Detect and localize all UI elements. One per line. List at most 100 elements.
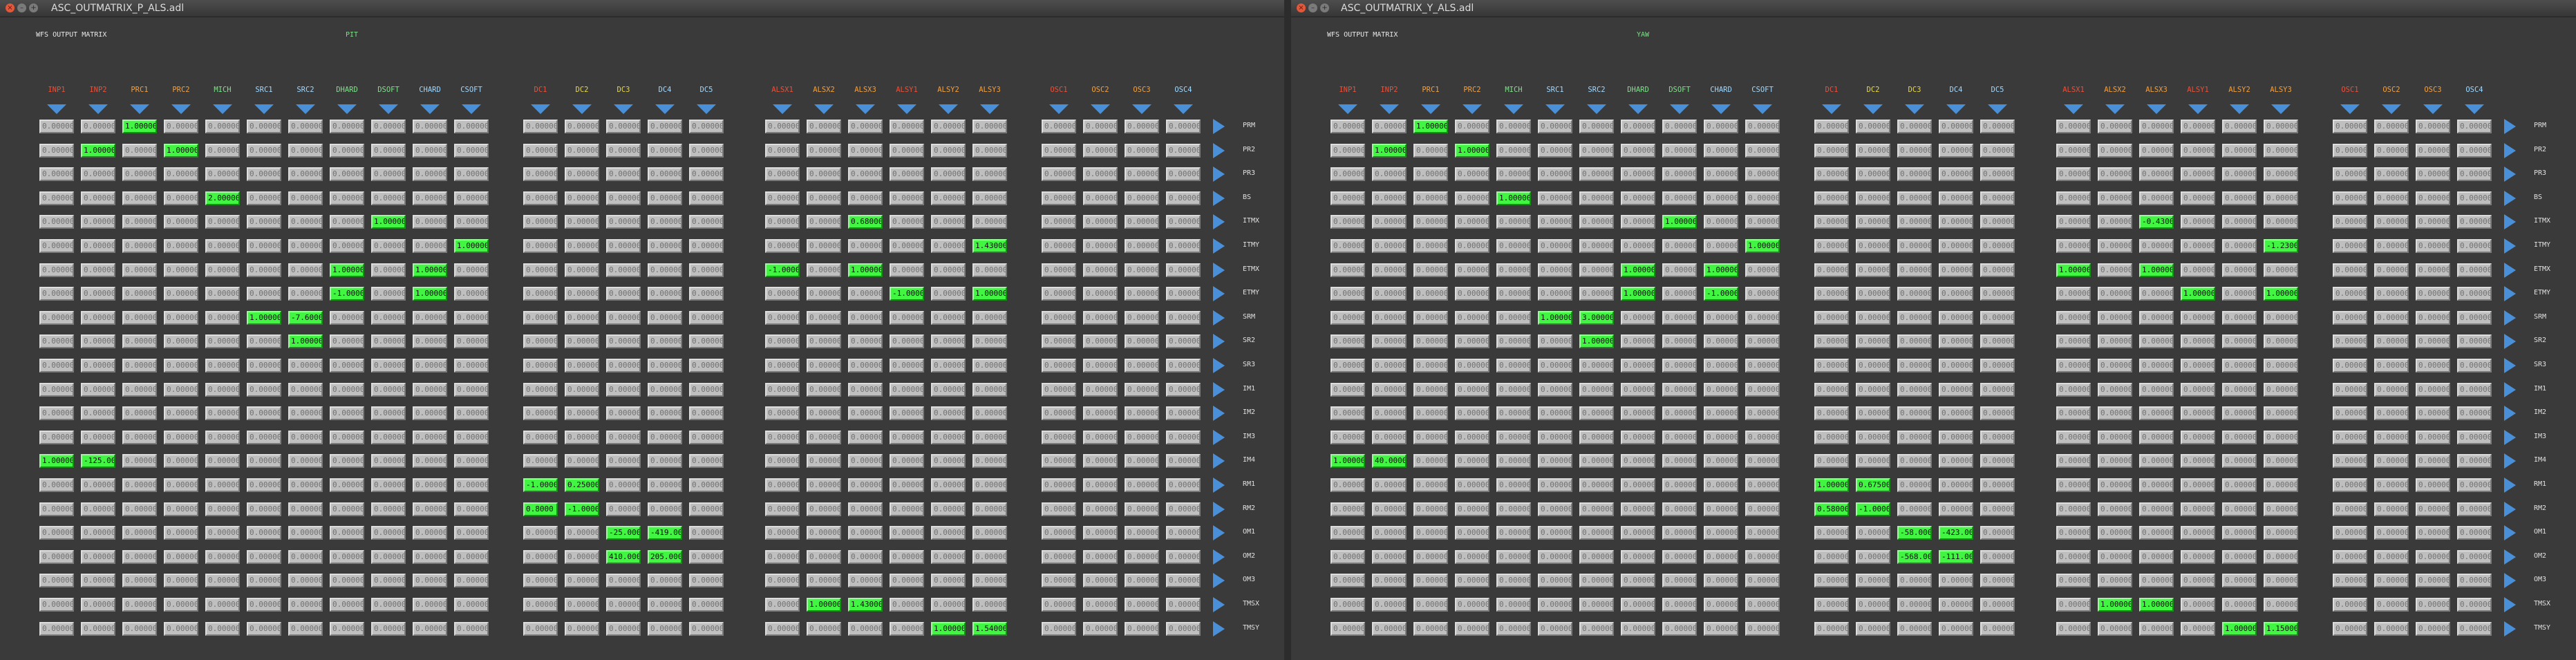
matrix-cell-im4-dc1[interactable]: 0.00000: [523, 454, 558, 468]
column-dc3-triangle-down-icon[interactable]: [1905, 104, 1924, 114]
matrix-cell-itmx-alsx3[interactable]: 0.68000: [848, 215, 883, 229]
matrix-cell-pr3-dc4[interactable]: 0.00000: [1939, 167, 1973, 181]
matrix-cell-om3-prc1[interactable]: 0.00000: [122, 574, 157, 587]
matrix-cell-prm-dc1[interactable]: 0.00000: [523, 120, 558, 133]
row-tmsy-triangle-right-icon[interactable]: [2504, 621, 2516, 637]
matrix-cell-om3-dc2[interactable]: 0.00000: [1856, 574, 1890, 587]
matrix-cell-srm-alsy1[interactable]: 0.00000: [890, 311, 924, 325]
column-osc4-triangle-down-icon[interactable]: [2465, 104, 2484, 114]
matrix-cell-itmy-csoft[interactable]: 1.00000: [454, 239, 489, 253]
matrix-cell-rm1-osc1[interactable]: 0.00000: [1042, 478, 1076, 492]
matrix-cell-om1-dc4[interactable]: -423.00: [1939, 526, 1973, 540]
matrix-cell-sr2-alsx2[interactable]: 0.00000: [807, 334, 841, 348]
matrix-cell-prm-osc2[interactable]: 0.00000: [2374, 120, 2409, 133]
matrix-cell-sr3-dc5[interactable]: 0.00000: [1980, 359, 2015, 373]
matrix-cell-itmx-dc2[interactable]: 0.00000: [1856, 215, 1890, 229]
matrix-cell-im3-alsx1[interactable]: 0.00000: [2056, 431, 2091, 444]
matrix-cell-im3-inp1[interactable]: 0.00000: [1331, 431, 1365, 444]
matrix-cell-im2-alsx3[interactable]: 0.00000: [2139, 406, 2174, 420]
matrix-cell-im2-csoft[interactable]: 0.00000: [454, 406, 489, 420]
matrix-cell-srm-inp1[interactable]: 0.00000: [1331, 311, 1365, 325]
matrix-cell-srm-alsy2[interactable]: 0.00000: [931, 311, 966, 325]
matrix-cell-rm1-osc3[interactable]: 0.00000: [1125, 478, 1159, 492]
matrix-cell-om2-alsx2[interactable]: 0.00000: [2098, 550, 2132, 564]
matrix-cell-im2-inp1[interactable]: 0.00000: [39, 406, 74, 420]
matrix-cell-itmx-prc1[interactable]: 0.00000: [122, 215, 157, 229]
matrix-cell-pr2-src1[interactable]: 0.00000: [247, 144, 281, 158]
matrix-cell-im1-dsoft[interactable]: 0.00000: [1662, 383, 1697, 397]
matrix-cell-bs-prc2[interactable]: 0.00000: [1455, 191, 1489, 205]
matrix-cell-etmx-osc4[interactable]: 0.00000: [1166, 263, 1201, 277]
matrix-cell-itmx-prc2[interactable]: 0.00000: [1455, 215, 1489, 229]
matrix-cell-om3-alsx3[interactable]: 0.00000: [848, 574, 883, 587]
column-alsy2-triangle-down-icon[interactable]: [939, 104, 958, 114]
row-etmx-triangle-right-icon[interactable]: [1213, 263, 1225, 278]
row-im1-triangle-right-icon[interactable]: [1213, 382, 1225, 397]
matrix-cell-sr3-osc4[interactable]: 0.00000: [1166, 359, 1201, 373]
matrix-cell-im4-csoft[interactable]: 0.00000: [1745, 454, 1780, 468]
matrix-cell-bs-osc3[interactable]: 0.00000: [2416, 191, 2450, 205]
matrix-cell-om1-src2[interactable]: 0.00000: [1579, 526, 1614, 540]
column-alsy2-triangle-down-icon[interactable]: [2230, 104, 2249, 114]
matrix-cell-etmx-src2[interactable]: 0.00000: [288, 263, 323, 277]
matrix-cell-tmsy-dc1[interactable]: 0.00000: [1814, 622, 1849, 636]
matrix-cell-im4-alsy3[interactable]: 0.00000: [972, 454, 1007, 468]
matrix-cell-im2-dc3[interactable]: 0.00000: [606, 406, 641, 420]
matrix-cell-om1-mich[interactable]: 0.00000: [1496, 526, 1531, 540]
column-alsy3-triangle-down-icon[interactable]: [980, 104, 999, 114]
matrix-cell-om1-prc2[interactable]: 0.00000: [1455, 526, 1489, 540]
matrix-cell-im1-src1[interactable]: 0.00000: [247, 383, 281, 397]
matrix-cell-etmx-src2[interactable]: 0.00000: [1579, 263, 1614, 277]
matrix-cell-pr2-dhard[interactable]: 0.00000: [330, 144, 364, 158]
matrix-cell-rm2-dc5[interactable]: 0.00000: [689, 502, 724, 516]
matrix-cell-prm-csoft[interactable]: 0.00000: [454, 120, 489, 133]
matrix-cell-sr3-alsy3[interactable]: 0.00000: [972, 359, 1007, 373]
matrix-cell-rm1-alsx2[interactable]: 0.00000: [2098, 478, 2132, 492]
matrix-cell-rm1-inp2[interactable]: 0.00000: [1372, 478, 1407, 492]
matrix-cell-sr2-dc1[interactable]: 0.00000: [523, 334, 558, 348]
matrix-cell-etmx-dsoft[interactable]: 0.00000: [1662, 263, 1697, 277]
matrix-cell-im3-alsx3[interactable]: 0.00000: [2139, 431, 2174, 444]
matrix-cell-im4-osc1[interactable]: 0.00000: [1042, 454, 1076, 468]
matrix-cell-etmx-alsx2[interactable]: 0.00000: [807, 263, 841, 277]
matrix-cell-itmx-alsy3[interactable]: 0.00000: [2264, 215, 2298, 229]
matrix-cell-sr3-dc4[interactable]: 0.00000: [1939, 359, 1973, 373]
matrix-cell-pr2-alsy3[interactable]: 0.00000: [972, 144, 1007, 158]
matrix-cell-itmy-dhard[interactable]: 0.00000: [1621, 239, 1655, 253]
matrix-cell-pr2-dhard[interactable]: 0.00000: [1621, 144, 1655, 158]
matrix-cell-im3-alsy2[interactable]: 0.00000: [2222, 431, 2257, 444]
matrix-cell-etmx-osc2[interactable]: 0.00000: [1083, 263, 1118, 277]
matrix-cell-sr2-chard[interactable]: 0.00000: [1704, 334, 1738, 348]
row-im2-triangle-right-icon[interactable]: [1213, 406, 1225, 421]
matrix-cell-pr2-dc3[interactable]: 0.00000: [1897, 144, 1932, 158]
matrix-cell-pr2-osc4[interactable]: 0.00000: [1166, 144, 1201, 158]
matrix-cell-om3-dc3[interactable]: 0.00000: [606, 574, 641, 587]
matrix-cell-om1-dsoft[interactable]: 0.00000: [1662, 526, 1697, 540]
matrix-cell-pr2-prc1[interactable]: 0.00000: [1413, 144, 1448, 158]
matrix-cell-rm1-alsx3[interactable]: 0.00000: [2139, 478, 2174, 492]
matrix-cell-rm2-osc4[interactable]: 0.00000: [1166, 502, 1201, 516]
matrix-cell-tmsy-dsoft[interactable]: 0.00000: [371, 622, 406, 636]
matrix-cell-rm2-osc1[interactable]: 0.00000: [1042, 502, 1076, 516]
matrix-cell-prm-inp2[interactable]: 0.00000: [81, 120, 115, 133]
matrix-cell-im4-inp1[interactable]: 1.00000: [1331, 454, 1365, 468]
matrix-cell-om2-dc1[interactable]: 0.00000: [1814, 550, 1849, 564]
matrix-cell-sr2-src1[interactable]: 0.00000: [247, 334, 281, 348]
matrix-cell-pr3-alsy3[interactable]: 0.00000: [2264, 167, 2298, 181]
matrix-cell-om3-alsx2[interactable]: 0.00000: [2098, 574, 2132, 587]
matrix-cell-im4-mich[interactable]: 0.00000: [1496, 454, 1531, 468]
matrix-cell-itmy-inp2[interactable]: 0.00000: [81, 239, 115, 253]
matrix-cell-rm2-src2[interactable]: 0.00000: [288, 502, 323, 516]
matrix-cell-bs-inp1[interactable]: 0.00000: [39, 191, 74, 205]
matrix-cell-bs-osc2[interactable]: 0.00000: [2374, 191, 2409, 205]
column-inp1-triangle-down-icon[interactable]: [47, 104, 66, 114]
matrix-cell-rm1-prc2[interactable]: 0.00000: [1455, 478, 1489, 492]
column-src2-triangle-down-icon[interactable]: [296, 104, 315, 114]
matrix-cell-itmy-mich[interactable]: 0.00000: [1496, 239, 1531, 253]
matrix-cell-im2-dc1[interactable]: 0.00000: [523, 406, 558, 420]
matrix-cell-im4-csoft[interactable]: 0.00000: [454, 454, 489, 468]
matrix-cell-sr3-chard[interactable]: 0.00000: [413, 359, 447, 373]
matrix-cell-srm-alsx2[interactable]: 0.00000: [2098, 311, 2132, 325]
matrix-cell-im2-dc4[interactable]: 0.00000: [1939, 406, 1973, 420]
matrix-cell-tmsy-inp2[interactable]: 0.00000: [81, 622, 115, 636]
